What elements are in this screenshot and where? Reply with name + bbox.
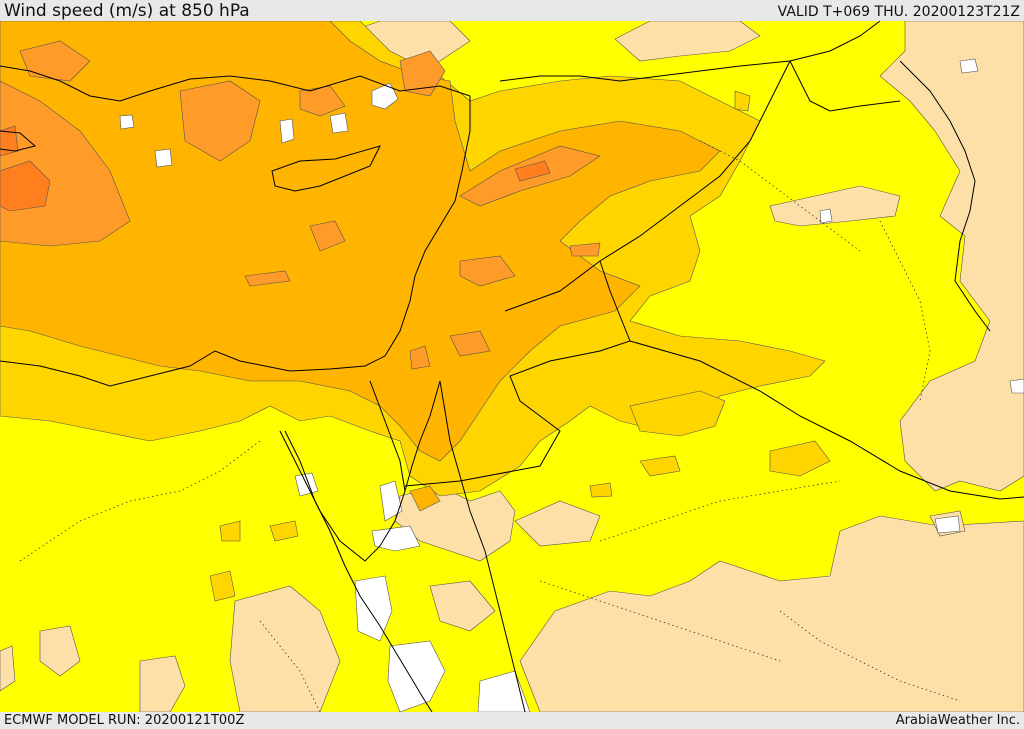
map-title: Wind speed (m/s) at 850 hPa [4,1,250,21]
stormy-wind-areas [0,125,551,212]
model-run-label: ECMWF MODEL RUN: 20200121T00Z [4,713,245,728]
footer-bar: ECMWF MODEL RUN: 20200121T00Z ArabiaWeat… [0,712,1024,729]
valid-time-label: VALID T+069 THU. 20200123T21Z [777,4,1020,20]
strong-wind-areas [0,21,721,512]
coastlines-and-borders [0,21,1024,712]
header-bar: Wind speed (m/s) at 850 hPa VALID T+069 … [0,0,1024,21]
wind-speed-map [0,21,1024,712]
admin-boundaries [19,140,961,712]
credit-label: ArabiaWeather Inc. [895,713,1020,728]
